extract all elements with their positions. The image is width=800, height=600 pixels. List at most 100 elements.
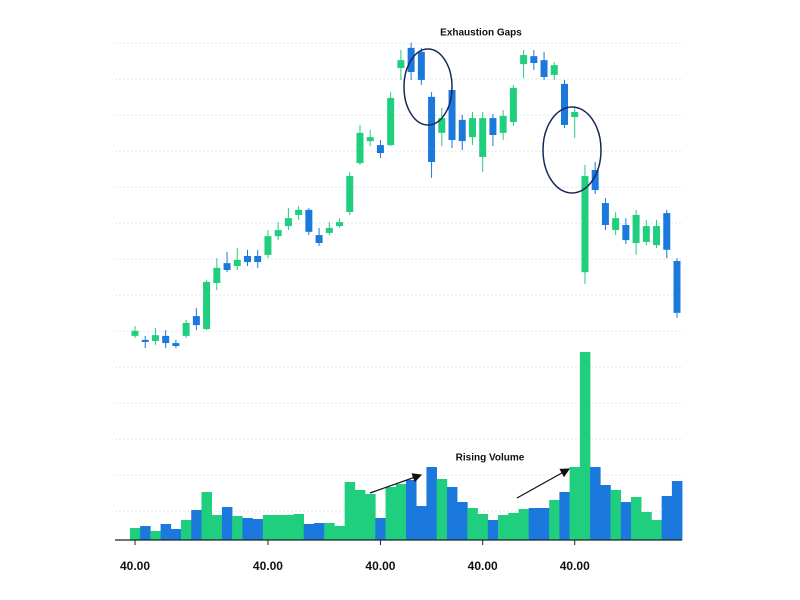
volume-bars	[129, 352, 683, 540]
volume-bar	[406, 480, 417, 540]
candle-body	[632, 214, 640, 243]
candle-body	[151, 335, 159, 341]
candle-body	[448, 90, 456, 141]
volume-bar	[170, 529, 182, 540]
candle-body	[213, 267, 221, 283]
candle-body	[663, 213, 671, 250]
grid	[115, 42, 682, 512]
volume-bar	[252, 519, 264, 540]
candle-body	[561, 83, 569, 125]
volume-bar	[344, 482, 356, 540]
candle-body	[336, 222, 344, 227]
volume-bar	[324, 523, 335, 540]
candle-body	[141, 339, 149, 342]
candle-body	[499, 115, 507, 133]
volume-bar	[600, 485, 611, 540]
candle-body	[591, 169, 599, 191]
candle-body	[397, 60, 405, 69]
volume-bar	[446, 487, 458, 540]
candle-body	[530, 56, 538, 63]
candle-body	[642, 226, 650, 242]
annotation: Exhaustion Gaps	[440, 28, 522, 39]
candle-body	[284, 218, 292, 227]
volume-bar	[232, 516, 243, 540]
volume-bar	[385, 487, 397, 540]
volume-bar	[590, 467, 601, 540]
volume-bar	[375, 518, 386, 540]
candle-body	[223, 263, 231, 270]
volume-bar	[129, 528, 141, 540]
volume-bar	[160, 524, 172, 540]
volume-bar	[559, 492, 570, 540]
volume-bar	[661, 496, 673, 540]
volume-bar	[528, 508, 540, 540]
x-tick-label: 40.00	[120, 559, 150, 573]
volume-bar	[436, 479, 448, 540]
volume-bar	[181, 520, 192, 540]
candle-body	[458, 119, 466, 142]
volume-bar	[549, 500, 560, 540]
arrow	[516, 468, 571, 499]
volume-bar	[303, 524, 315, 540]
volume-bar	[273, 515, 284, 540]
candle-body	[489, 118, 497, 135]
volume-bar	[221, 507, 233, 540]
candle-body	[295, 209, 303, 215]
candle-body	[356, 132, 364, 164]
candle-body	[509, 87, 517, 123]
volume-bar	[262, 515, 274, 540]
candle-body	[243, 255, 251, 263]
candle-body	[581, 176, 589, 273]
candle-body	[387, 97, 395, 146]
candle-body	[550, 65, 558, 75]
candle-body	[182, 322, 190, 336]
x-tick-label: 40.00	[365, 559, 395, 573]
volume-bar	[487, 520, 499, 540]
candle-body	[233, 259, 241, 267]
x-tick-label: 40.00	[560, 559, 590, 573]
candle-body	[162, 335, 170, 344]
candle-body	[305, 209, 313, 232]
volume-bar	[283, 515, 294, 540]
volume-bar	[630, 497, 642, 540]
volume-bar	[191, 510, 202, 540]
candle-body	[254, 255, 262, 263]
candle-body	[479, 118, 487, 157]
volume-bar	[671, 481, 683, 540]
volume-bar	[641, 512, 652, 540]
candle-body	[540, 60, 548, 78]
candle-body	[172, 343, 180, 346]
candles	[131, 42, 681, 349]
candle-body	[264, 236, 272, 255]
volume-bar	[508, 513, 519, 540]
candle-body	[468, 118, 476, 138]
candle-body	[601, 203, 609, 225]
candle-body	[520, 55, 528, 65]
volume-bar	[518, 509, 530, 540]
candle-body	[376, 145, 384, 153]
volume-bar	[569, 467, 581, 540]
volume-bar	[365, 494, 376, 540]
candle-body	[653, 226, 661, 246]
volume-bar	[201, 492, 212, 540]
volume-bar	[457, 502, 468, 540]
candle-body	[428, 96, 436, 162]
volume-bar	[140, 526, 151, 540]
candle-body	[131, 330, 139, 336]
x-tick-label: 40.00	[468, 559, 498, 573]
x-tick-labels: 40.00 40.00 40.00 40.00 40.00	[120, 540, 590, 573]
volume-bar	[242, 518, 253, 540]
volume-bar	[538, 508, 550, 540]
candle-body	[673, 261, 681, 313]
gap-circle	[542, 106, 602, 194]
candle-body	[203, 281, 211, 330]
volume-bar	[395, 484, 407, 540]
volume-bar	[651, 520, 662, 540]
annotation: Rising Volume	[456, 453, 525, 464]
volume-bar	[426, 467, 437, 540]
volume-bar	[211, 515, 223, 540]
x-tick-label: 40.00	[253, 559, 283, 573]
arrow	[369, 473, 423, 494]
